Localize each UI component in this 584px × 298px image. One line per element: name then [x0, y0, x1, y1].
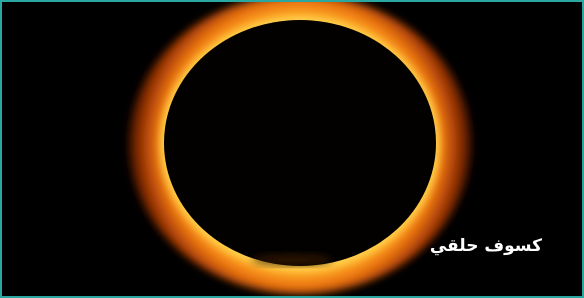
caption: كسوف حلقي [430, 236, 542, 256]
prominence [252, 254, 332, 266]
photo-frame: كسوف حلقي [0, 0, 584, 298]
moon-disk [164, 20, 436, 266]
